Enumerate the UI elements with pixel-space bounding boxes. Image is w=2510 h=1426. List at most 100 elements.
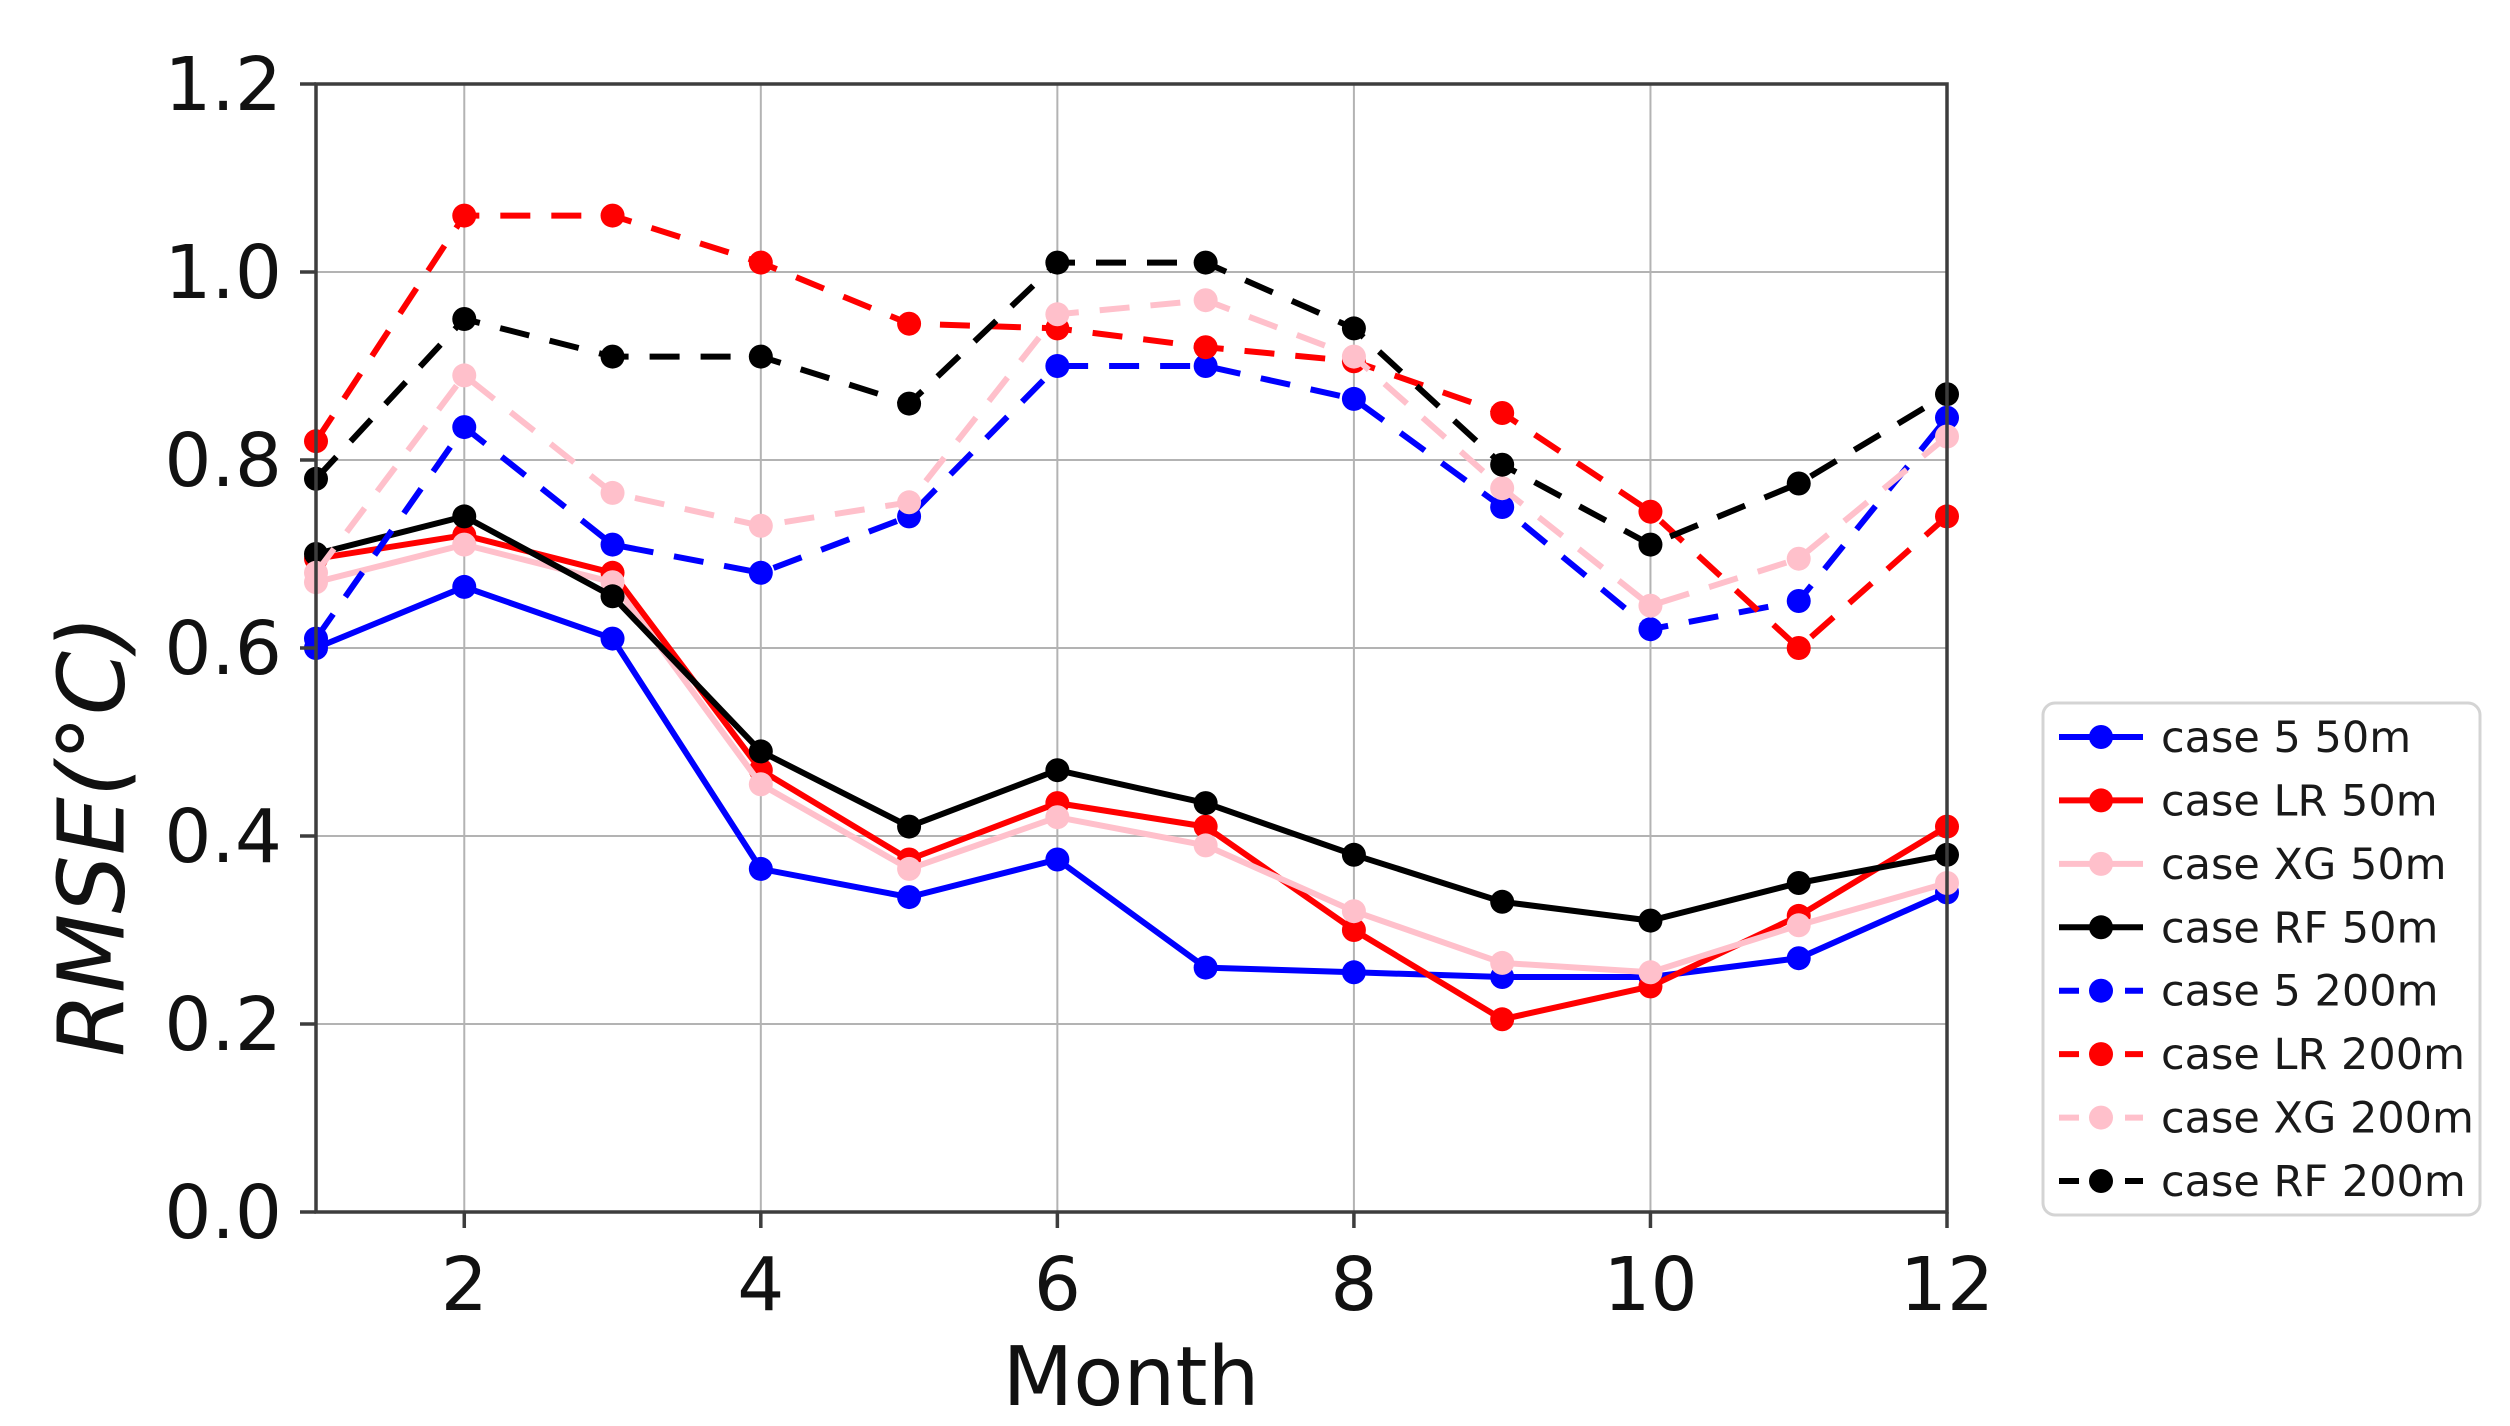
- data-point-marker: [1341, 316, 1366, 341]
- data-point-marker: [1490, 476, 1515, 501]
- y-tick-label: 0.2: [164, 982, 282, 1068]
- data-point-marker: [1193, 354, 1218, 378]
- data-point-marker: [897, 885, 922, 910]
- series-line: [313, 259, 1949, 548]
- legend-label: case RF 50m: [2161, 903, 2438, 953]
- gridlines: [316, 83, 1948, 1213]
- y-tick-label: 0.6: [164, 606, 282, 692]
- legend-item-case-rf-200m: case RF 200m: [2059, 1157, 2466, 1207]
- data-point-marker: [1490, 452, 1515, 477]
- legend-label: case LR 50m: [2161, 776, 2438, 826]
- data-point-marker: [452, 415, 477, 440]
- legend-item-case-5-200m: case 5 200m: [2059, 967, 2439, 1017]
- series-line: [315, 532, 1949, 1023]
- legend-item-case-5-50m: case 5 50m: [2059, 713, 2411, 763]
- data-point-marker: [600, 344, 625, 369]
- data-point-marker: [748, 560, 773, 585]
- legend-item-case-xg-200m: case XG 200m: [2059, 1094, 2474, 1144]
- data-point-marker: [1490, 889, 1515, 914]
- data-point-marker: [1638, 593, 1663, 618]
- data-point-marker: [1045, 250, 1070, 275]
- data-point-marker: [897, 391, 922, 416]
- legend-label: case XG 200m: [2161, 1094, 2474, 1144]
- series-line: [314, 583, 1949, 980]
- data-point-marker: [1341, 960, 1366, 985]
- data-point-marker: [452, 307, 477, 331]
- data-point-marker: [1045, 354, 1070, 378]
- data-point-marker: [897, 856, 922, 881]
- data-point-marker: [1045, 302, 1070, 327]
- legend-item-case-lr-200m: case LR 200m: [2059, 1030, 2465, 1080]
- data-point-marker: [1638, 617, 1663, 642]
- data-point-marker: [452, 203, 477, 228]
- legend-marker: [2089, 788, 2113, 813]
- data-point-marker: [1786, 871, 1811, 895]
- data-point-marker: [1341, 842, 1366, 867]
- legend-marker: [2089, 1105, 2113, 1130]
- data-point-marker: [1786, 471, 1811, 496]
- data-point-marker: [897, 311, 922, 336]
- series-case-rf-200m: [304, 250, 1959, 557]
- data-point-marker: [1193, 335, 1218, 360]
- data-point-marker: [748, 513, 773, 538]
- data-point-marker: [748, 856, 773, 881]
- data-point-marker: [1786, 913, 1811, 938]
- x-tick-label: 2: [441, 1242, 488, 1328]
- data-point-marker: [748, 344, 773, 369]
- legend-marker: [2089, 978, 2113, 1003]
- x-tick-label: 6: [1034, 1242, 1081, 1328]
- legend-marker: [2089, 915, 2113, 940]
- data-point-marker: [1193, 791, 1218, 816]
- x-tick-label: 4: [737, 1242, 784, 1328]
- data-point-marker: [1490, 950, 1515, 975]
- y-axis-label: RMSE(°C): [38, 615, 146, 1057]
- data-point-marker: [1786, 946, 1811, 971]
- series-line: [313, 212, 1949, 651]
- data-point-marker: [1341, 344, 1366, 369]
- data-point-marker: [452, 532, 477, 557]
- x-axis-label: Month: [1002, 1330, 1260, 1425]
- series-case-5-50m: [304, 574, 1959, 989]
- legend-item-case-lr-50m: case LR 50m: [2059, 776, 2438, 826]
- data-point-marker: [1341, 899, 1366, 924]
- data-point-marker: [1490, 1007, 1515, 1032]
- y-tick-label: 0.0: [164, 1170, 282, 1256]
- data-point-marker: [600, 203, 625, 228]
- data-point-marker: [1045, 847, 1070, 872]
- data-point-marker: [1490, 495, 1515, 519]
- data-point-marker: [1786, 636, 1811, 660]
- x-tick-label: 10: [1603, 1242, 1697, 1328]
- data-point-marker: [1193, 833, 1218, 858]
- data-point-marker: [452, 574, 477, 599]
- data-point-marker: [600, 584, 625, 609]
- axis-ticks: 0.0 0.2 0.4 0.6 0.8 1.0 1.2 2 4 6 8 10 12: [164, 42, 1994, 1328]
- legend-label: case 5 50m: [2161, 713, 2411, 763]
- data-point-marker: [1638, 532, 1663, 557]
- data-point-marker: [1045, 805, 1070, 830]
- data-point-marker: [1193, 250, 1218, 275]
- x-tick-label: 8: [1330, 1242, 1377, 1328]
- data-point-marker: [1638, 908, 1663, 933]
- data-point-marker: [600, 626, 625, 651]
- data-point-marker: [1490, 401, 1515, 425]
- y-tick-label: 1.2: [164, 42, 282, 128]
- data-point-marker: [748, 772, 773, 797]
- data-point-marker: [748, 250, 773, 275]
- legend-item-case-rf-50m: case RF 50m: [2059, 903, 2438, 953]
- legend-label: case XG 50m: [2161, 840, 2447, 890]
- data-point-marker: [1193, 288, 1218, 313]
- data-point-marker: [1045, 758, 1070, 783]
- legend-label: case 5 200m: [2161, 967, 2439, 1017]
- series-group: [304, 203, 1959, 1032]
- legend-marker: [2089, 1169, 2113, 1193]
- series-line: [313, 363, 1950, 641]
- data-point-marker: [1638, 960, 1663, 985]
- x-tick-label: 12: [1900, 1242, 1994, 1328]
- data-point-marker: [600, 532, 625, 557]
- legend-label: case RF 200m: [2161, 1157, 2466, 1207]
- data-point-marker: [452, 504, 477, 529]
- data-point-marker: [1638, 499, 1663, 524]
- y-tick-label: 0.8: [164, 418, 282, 504]
